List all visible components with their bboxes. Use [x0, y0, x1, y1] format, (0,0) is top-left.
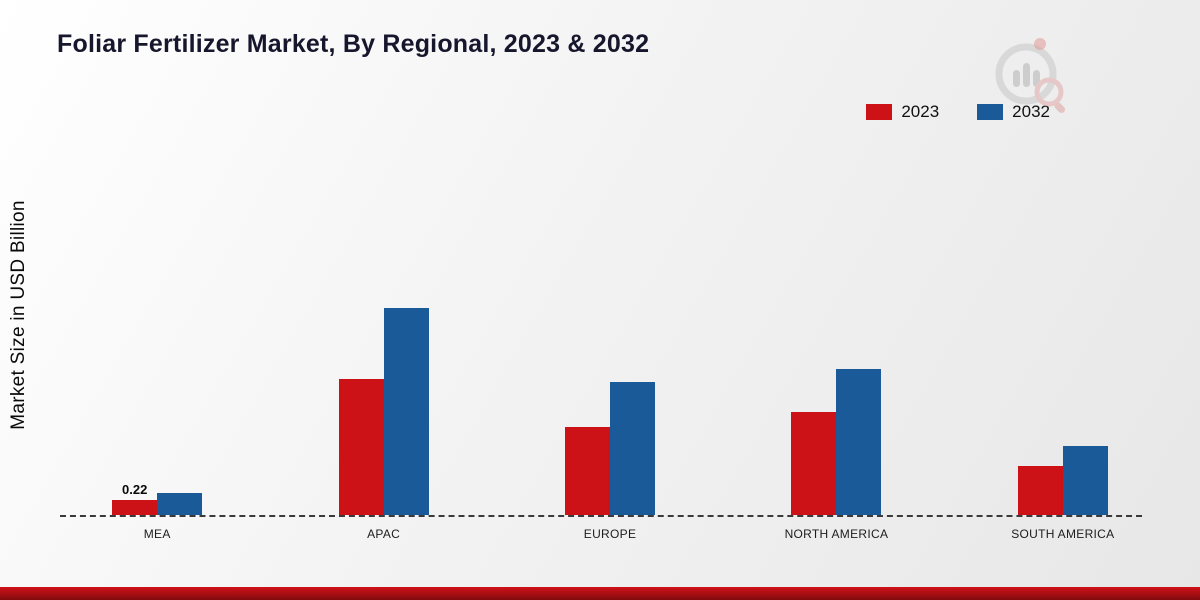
legend-item-2032: 2032: [977, 102, 1050, 122]
bar-2023-europe: [565, 426, 611, 515]
bar-2023-north-america: [791, 411, 837, 515]
legend-swatch-2032: [977, 104, 1004, 120]
bar-pair-europe: [565, 382, 656, 515]
bar-pair-south-america: [1017, 445, 1108, 515]
plot-area: 0.22 MEA APAC EUROPE NORTH AMERICA SOUTH AMER…: [44, 0, 1176, 541]
x-axis-label-europe: EUROPE: [583, 527, 637, 541]
x-axis-label-apac: APAC: [367, 527, 401, 541]
bar-2023-mea: 0.22: [112, 482, 158, 515]
bar-group-mea: 0.22 MEA: [44, 0, 270, 541]
bar-2032-north-america: [836, 368, 882, 515]
bar-2032-mea: [157, 493, 203, 515]
bar-pair-apac: [338, 307, 429, 515]
footer-stripe: [0, 587, 1200, 600]
legend-item-2023: 2023: [866, 102, 939, 122]
logo-watermark: [995, 38, 1066, 113]
bar-group-south-america: SOUTH AMERICA: [950, 0, 1176, 541]
bar-2023-south-america: [1017, 466, 1063, 515]
bar-value-label-mea: 0.22: [122, 482, 148, 498]
bar-pair-mea: 0.22: [112, 482, 203, 515]
bar-group-apac: APAC: [270, 0, 496, 541]
bar-2032-apac: [383, 307, 429, 515]
legend: 2023 2032: [866, 102, 1050, 122]
y-axis-label: Market Size in USD Billion: [8, 200, 29, 430]
chart-title: Foliar Fertilizer Market, By Regional, 2…: [57, 30, 650, 58]
legend-label-2032: 2032: [1012, 102, 1050, 121]
legend-label-2023: 2023: [901, 102, 940, 121]
bar-2032-europe: [610, 382, 656, 515]
bar-2023-apac: [338, 379, 384, 515]
bar-group-europe: EUROPE: [497, 0, 723, 541]
x-axis-label-south-america: SOUTH AMERICA: [1011, 527, 1115, 541]
bar-2032-south-america: [1062, 445, 1108, 515]
bar-pair-north-america: [791, 368, 882, 515]
x-axis-label-north-america: NORTH AMERICA: [784, 527, 889, 541]
x-axis-baseline: [60, 515, 1142, 517]
bar-group-north-america: NORTH AMERICA: [723, 0, 949, 541]
x-axis-label-mea: MEA: [143, 527, 171, 541]
legend-swatch-2023: [866, 104, 893, 120]
